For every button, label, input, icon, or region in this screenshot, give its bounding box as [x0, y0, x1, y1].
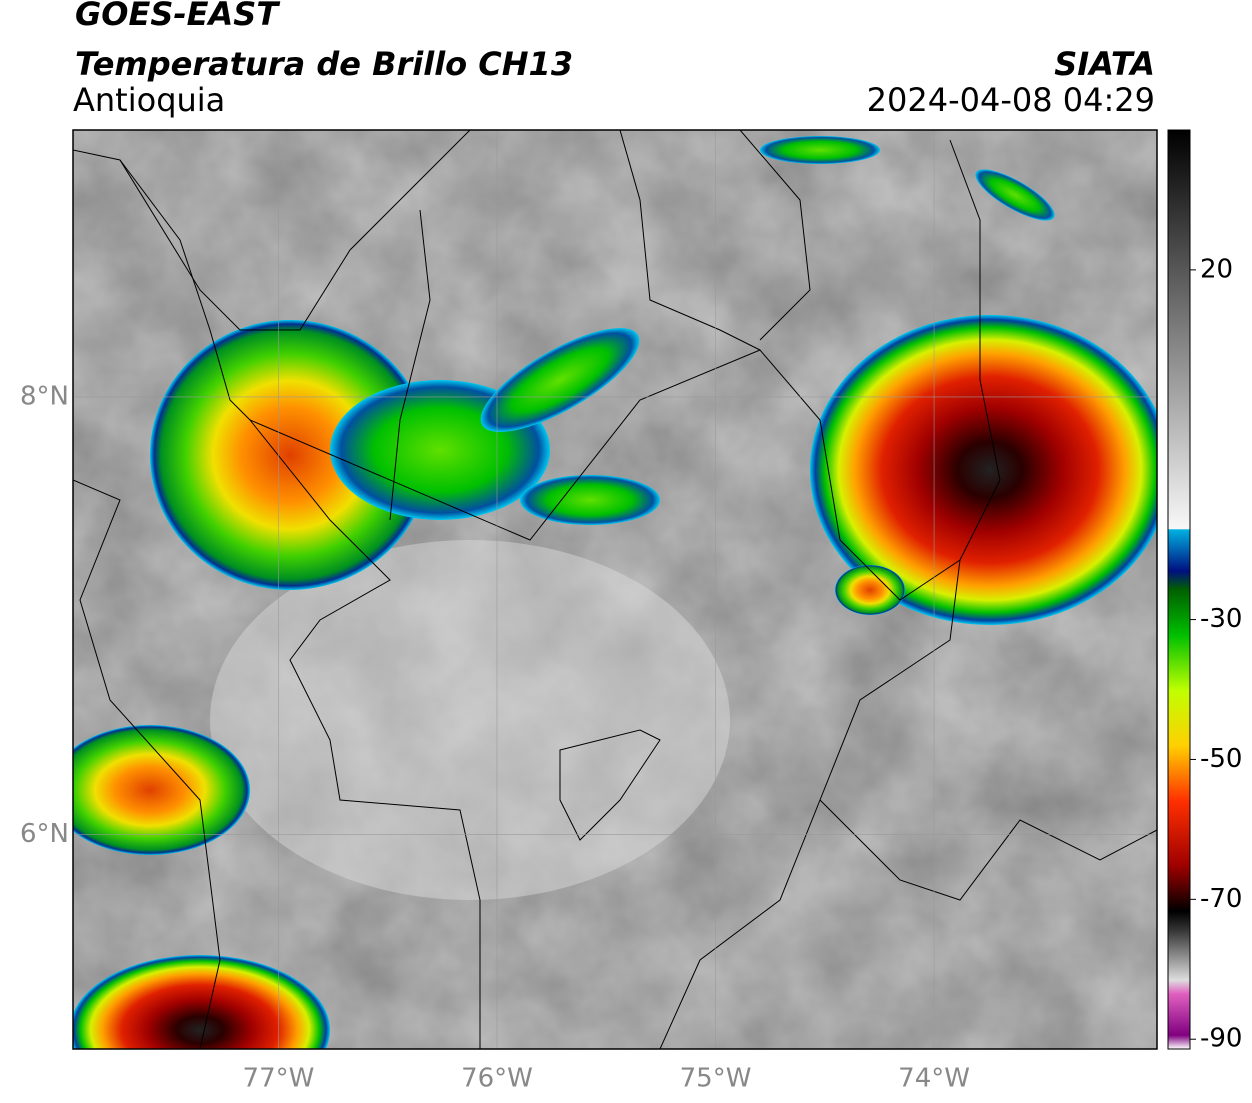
y-tick-label: 8°N — [20, 381, 69, 411]
colorbar-tick-label: -50 — [1200, 744, 1242, 774]
map-frame — [72, 129, 1158, 1050]
x-tick-label: 75°W — [680, 1064, 752, 1094]
region: Antioquia — [73, 81, 225, 119]
graticule — [73, 130, 1157, 1049]
x-tick-label: 76°W — [461, 1064, 533, 1094]
colorbar-tick-label: -90 — [1200, 1024, 1242, 1054]
source: SIATA — [1054, 45, 1155, 83]
colorbar-tick-label: -70 — [1200, 884, 1242, 914]
subtitle: Temperatura de Brillo CH13 — [75, 45, 573, 83]
colorbar — [1167, 129, 1191, 1050]
x-tick-label: 77°W — [243, 1064, 315, 1094]
colorbar-tick-label: 20 — [1200, 254, 1233, 284]
datetime: 2024-04-08 04:29 — [867, 81, 1155, 119]
satellite-image — [73, 130, 1157, 1049]
colorbar-tick-label: -30 — [1200, 604, 1242, 634]
y-tick-label: 6°N — [20, 819, 69, 849]
x-tick-label: 74°W — [898, 1064, 970, 1094]
title: GOES-EAST — [75, 0, 280, 33]
